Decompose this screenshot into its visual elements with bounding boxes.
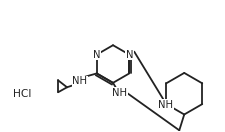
Text: N: N — [92, 50, 100, 60]
Text: N: N — [125, 50, 133, 60]
Text: NH: NH — [72, 76, 87, 86]
Text: NH: NH — [157, 100, 172, 110]
Text: HCl: HCl — [13, 89, 31, 99]
Text: NH: NH — [112, 88, 127, 98]
